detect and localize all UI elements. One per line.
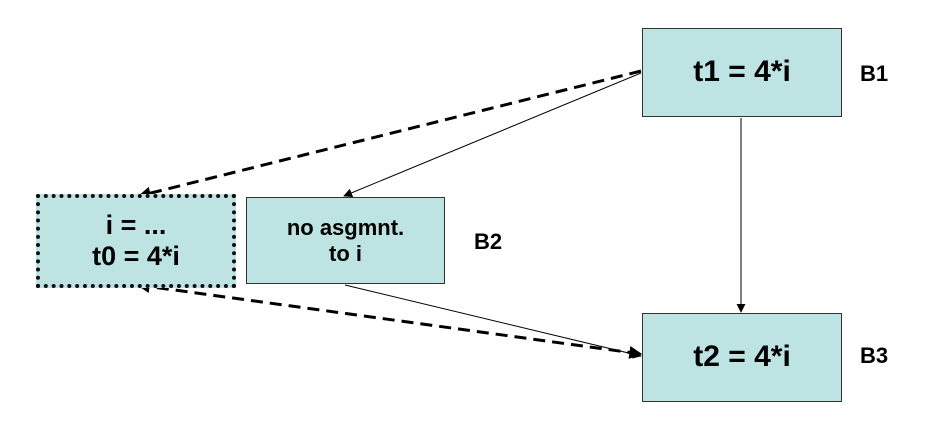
block-b2: no asgmnt. to i [246, 197, 445, 284]
block-b3-label: B3 [860, 345, 888, 367]
new-block: i = ... t0 = 4*i [36, 194, 236, 288]
block-b1: t1 = 4*i [642, 28, 842, 117]
block-b1-statement: t1 = 4*i [693, 55, 791, 90]
edge-b1-b2 [344, 73, 641, 196]
block-b2-label: B2 [474, 231, 502, 253]
block-b2-line-1: no asgmnt. [287, 215, 404, 240]
block-b2-line-2: to i [329, 241, 362, 266]
block-b3: t2 = 4*i [642, 313, 842, 402]
block-b1-label: B1 [860, 63, 888, 85]
block-b3-statement: t2 = 4*i [693, 340, 791, 375]
new-block-line-2: t0 = 4*i [92, 241, 180, 272]
new-block-line-1: i = ... [106, 210, 167, 241]
